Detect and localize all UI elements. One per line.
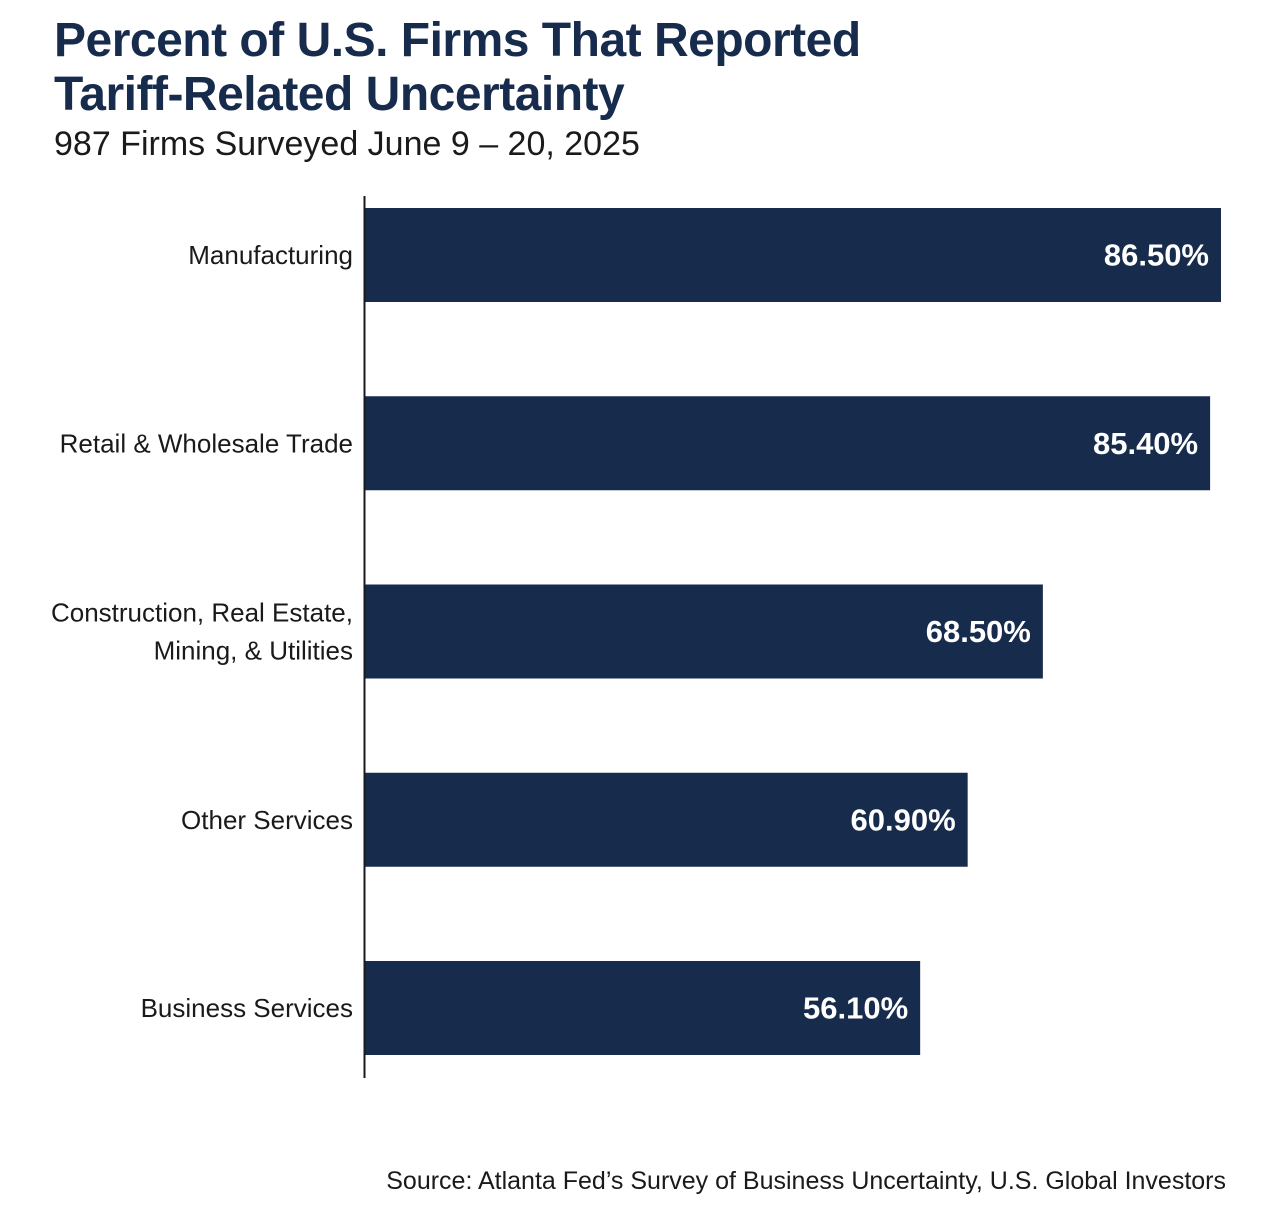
- category-label-4-line-0: Business Services: [141, 993, 353, 1023]
- bar-1: [365, 396, 1211, 491]
- category-label-0-line-0: Manufacturing: [188, 240, 353, 270]
- category-label-1: Retail & Wholesale Trade: [60, 428, 353, 458]
- chart-title-line-1: Percent of U.S. Firms That Reported: [54, 14, 861, 67]
- value-label-3: 60.90%: [851, 802, 956, 837]
- chart-title-line-2: Tariff-Related Uncertainty: [54, 68, 625, 121]
- category-label-3: Other Services: [181, 805, 353, 835]
- bars-group: [365, 208, 1221, 1055]
- category-labels-group: Manufacturing Retail & Wholesale Trade Con…: [51, 240, 353, 1023]
- value-label-1: 85.40%: [1093, 426, 1198, 461]
- chart-subtitle: 987 Firms Surveyed June 9 – 20, 2025: [54, 125, 640, 163]
- category-label-2-line-1: Mining, & Utilities: [154, 636, 353, 666]
- source-note: Source: Atlanta Fed’s Survey of Business…: [386, 1167, 1226, 1195]
- value-label-4: 56.10%: [803, 991, 908, 1026]
- category-label-2: Construction, Real Estate, Mining, & Util…: [51, 598, 353, 666]
- category-label-3-line-0: Other Services: [181, 805, 353, 835]
- category-label-2-line-0: Construction, Real Estate,: [51, 598, 353, 628]
- bar-3: [365, 772, 968, 867]
- value-label-2: 68.50%: [926, 614, 1031, 649]
- chart-title: Percent of U.S. Firms That Reported Tari…: [54, 14, 1154, 122]
- bar-4: [365, 961, 921, 1055]
- value-label-0: 86.50%: [1104, 238, 1209, 273]
- bar-0: [365, 208, 1221, 302]
- category-label-0: Manufacturing: [188, 240, 353, 270]
- category-label-4: Business Services: [141, 993, 353, 1023]
- value-labels-group: 86.50% 85.40% 68.50% 60.90% 56.10%: [803, 238, 1209, 1026]
- category-label-1-line-0: Retail & Wholesale Trade: [60, 428, 353, 458]
- bar-2: [365, 584, 1043, 679]
